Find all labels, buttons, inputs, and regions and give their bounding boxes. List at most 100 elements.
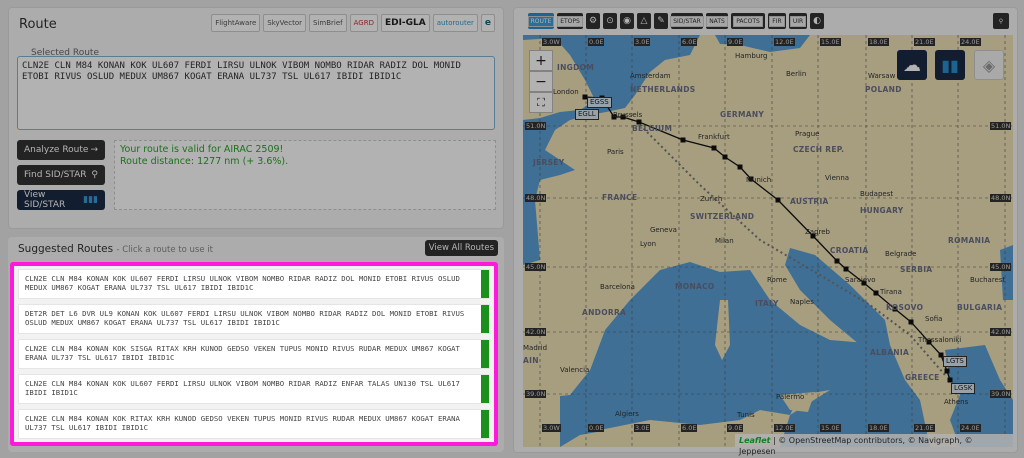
map-layer-button[interactable]: ▮▮ [935, 50, 965, 80]
use-route-button[interactable] [481, 410, 489, 438]
weather-icon[interactable]: ◉ [620, 13, 634, 29]
waypoint-marker[interactable] [873, 290, 879, 296]
zoom-out-button[interactable]: − [529, 71, 553, 92]
autorouter-logo[interactable]: autorouter [432, 14, 478, 32]
use-route-button[interactable] [481, 340, 489, 368]
waypoint-marker[interactable] [620, 114, 626, 120]
city-label: Barcelona [600, 283, 635, 291]
lon-label-top: 21.0E [914, 38, 935, 46]
use-route-button[interactable] [481, 270, 489, 298]
suggested-route-item[interactable]: CLN2E CLN M84 KONAN KOK UL607 FERDI LIRS… [18, 374, 490, 404]
agrd-logo[interactable]: AGRD [349, 14, 378, 32]
lat-label-right: 39.0N [990, 390, 1012, 398]
leaflet-link[interactable]: Leaflet [739, 436, 771, 445]
waypoints-icon[interactable]: ⚙ [586, 13, 600, 29]
contrast-icon[interactable]: ◐ [810, 13, 824, 29]
lat-label-right: 51.0N [990, 122, 1012, 130]
waypoint-marker[interactable] [582, 94, 588, 100]
triangle-icon[interactable]: △ [637, 13, 651, 29]
lat-label-right: 45.0N [990, 263, 1012, 271]
toolbar-nats[interactable]: NATS [706, 13, 728, 29]
view-all-routes-button[interactable]: View All Routes [424, 240, 498, 256]
lon-label-bottom: 9.0E [727, 424, 744, 432]
toolbar-etops[interactable]: ETOPS [557, 13, 583, 29]
waypoint-marker[interactable] [834, 258, 840, 264]
map-icon: ▮▮ [941, 55, 959, 75]
suggested-route-item[interactable]: CLN2E CLN M84 KONAN KOK UL607 FERDI LIRS… [18, 269, 490, 299]
city-label: Belgrade [885, 250, 917, 258]
route-text: CLN2E CLN M84 KONAN KOK UL607 FERDI LIRS… [25, 274, 460, 292]
toolbar-label: NATS [706, 15, 728, 27]
lon-label-top: 6.0E [681, 38, 698, 46]
country-label: FRANCE [602, 193, 638, 202]
waypoint-marker[interactable] [748, 176, 754, 182]
country-label: MONACO [675, 282, 715, 291]
waypoint-marker[interactable] [861, 280, 867, 286]
waypoint-marker[interactable] [892, 306, 898, 312]
map-icon: ▮▮▮ [83, 195, 98, 205]
pen-icon[interactable]: ✎ [654, 13, 668, 29]
navaids-icon[interactable]: ⊙ [603, 13, 617, 29]
country-label: POLAND [865, 85, 902, 94]
lon-label-bottom: 0.0E [588, 424, 605, 432]
city-label: Zagreb [805, 228, 831, 236]
mediterranean-sea [560, 262, 845, 447]
route-textarea[interactable]: CLN2E CLN M84 KONAN KOK UL607 FERDI LIRS… [17, 56, 495, 130]
waypoint-marker[interactable] [944, 368, 950, 374]
flightaware-logo[interactable]: FlightAware [211, 14, 261, 32]
use-route-button[interactable] [481, 305, 489, 333]
search-icon: ⚲ [91, 170, 98, 180]
simbrief-logo[interactable]: SimBrief [309, 14, 347, 32]
waypoint-marker[interactable] [775, 197, 781, 203]
suggested-heading: Suggested Routes [18, 243, 114, 255]
toolbar-label: PACOTS [733, 15, 763, 27]
suggested-route-item[interactable]: DET2R DET L6 DVR UL9 KONAN KOK UL607 FER… [18, 304, 490, 334]
waypoint-marker[interactable] [680, 137, 686, 143]
weather-layer-button[interactable]: ☁ [897, 50, 927, 80]
waypoint-marker[interactable] [611, 114, 617, 120]
spain-coast [523, 290, 620, 400]
black-sea [1000, 245, 1013, 300]
find-sid-star-button[interactable]: Find SID/STAR ⚲ [17, 165, 105, 185]
waypoint-marker[interactable] [636, 119, 642, 125]
view-sid-star-button[interactable]: View SID/STAR ▮▮▮ [17, 190, 105, 210]
skyvector-logo[interactable]: SkyVector [263, 14, 306, 32]
waypoint-marker[interactable] [810, 233, 816, 239]
zoom-search-icon[interactable]: ⚲ [993, 13, 1009, 29]
waypoint-marker[interactable] [908, 319, 914, 325]
layers-button[interactable]: ◈ [974, 50, 1004, 80]
zoom-in-button[interactable]: + [529, 50, 553, 71]
waypoint-marker[interactable] [843, 266, 849, 272]
toolbar-uir[interactable]: UIR [789, 13, 807, 29]
lon-label-bottom: 6.0E [681, 424, 698, 432]
distance-message: Route distance: 1277 nm (+ 3.6%). [120, 156, 289, 167]
suggested-route-item[interactable]: CLN2E CLN M84 KONAN KOK RITAX KRH KUNOD … [18, 409, 490, 439]
analyze-label: Analyze Route [24, 145, 89, 155]
waypoint-marker[interactable] [711, 145, 717, 151]
toolbar-pacots[interactable]: PACOTS [731, 13, 765, 29]
city-label: Valencia [560, 366, 590, 374]
waypoint-marker[interactable] [737, 164, 743, 170]
waypoint-marker[interactable] [938, 352, 944, 358]
lon-label-top: 0.0E [588, 38, 605, 46]
toolbar-label: SID/STAR [670, 15, 704, 27]
country-label: AUSTRIA [790, 197, 829, 206]
waypoint-marker[interactable] [722, 154, 728, 160]
e-logo[interactable]: e [480, 14, 495, 32]
suggested-route-item[interactable]: CLN2E CLN M84 KONAN KOK SISGA RITAX KRH … [18, 339, 490, 369]
waypoint-marker[interactable] [926, 339, 932, 345]
toolbar-fir[interactable]: FIR [768, 13, 786, 29]
toolbar-sid-star[interactable]: SID/STAR [670, 13, 704, 29]
city-label: Amsterdam [630, 72, 671, 80]
country-label: KOSOVO [886, 303, 924, 312]
toolbar-route[interactable]: ROUTE [527, 13, 555, 29]
waypoint-marker[interactable] [947, 377, 953, 383]
country-label: SWITZERLAND [690, 212, 755, 221]
fullscreen-button[interactable]: ⛶ [529, 92, 553, 113]
adriatic-sea [785, 248, 890, 345]
analyze-route-button[interactable]: Analyze Route → [17, 140, 105, 160]
edi-gla-logo[interactable]: EDI-GLA [380, 14, 430, 32]
city-label: Frankfurt [698, 133, 730, 141]
toolbar-label: ETOPS [557, 15, 583, 27]
use-route-button[interactable] [481, 375, 489, 403]
